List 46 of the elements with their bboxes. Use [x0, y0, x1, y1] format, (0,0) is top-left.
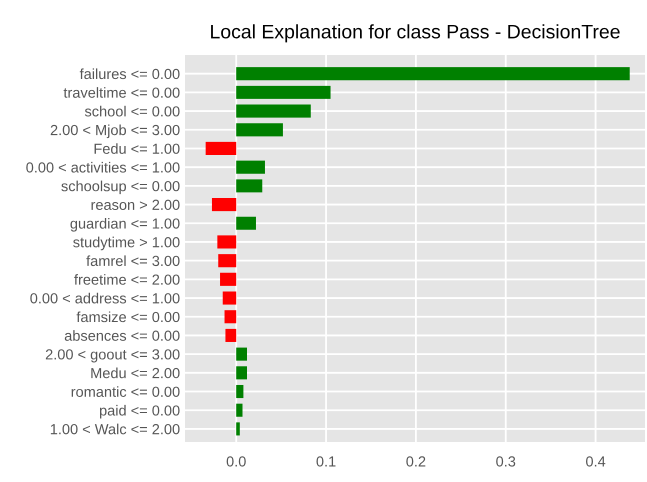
bar — [236, 86, 331, 99]
y-tick-label: guardian <= 1.00 — [70, 218, 180, 232]
bar — [220, 272, 236, 286]
y-tick-label: famrel <= 3.00 — [86, 255, 180, 266]
bar — [236, 67, 630, 80]
bar — [236, 179, 262, 192]
y-tick-label: 1.00 < Walc <= 2.00 — [50, 424, 180, 434]
bar — [236, 366, 247, 380]
y-tick-label: Medu <= 2.00 — [91, 368, 180, 378]
bar — [236, 216, 256, 230]
x-tick-label: 0.1 — [316, 456, 336, 467]
bar — [224, 310, 236, 324]
y-tick-label: failures <= 0.00 — [80, 68, 180, 80]
x-tick-label: 0.3 — [496, 456, 516, 467]
y-tick-label: traveltime <= 0.00 — [64, 87, 180, 98]
bar — [236, 104, 311, 118]
bar — [218, 254, 236, 268]
bar — [236, 123, 283, 136]
bar — [236, 160, 265, 174]
x-tick-label: 0.2 — [406, 456, 426, 467]
y-tick-label: 0.00 < activities <= 1.00 — [26, 162, 180, 173]
y-tick-label: romantic <= 0.00 — [72, 386, 180, 397]
y-tick-label: Fedu <= 1.00 — [94, 143, 180, 154]
bar — [236, 348, 247, 361]
y-tick-label: 2.00 < Mjob <= 3.00 — [50, 124, 180, 138]
y-tick-label: reason > 2.00 — [92, 200, 180, 210]
bar — [222, 292, 236, 305]
y-tick-label: paid <= 0.00 — [100, 404, 180, 419]
bar — [212, 198, 236, 212]
y-tick-label: schoolsup <= 0.00 — [61, 180, 180, 194]
x-tick-label: 0.0 — [226, 456, 246, 467]
y-tick-label: famsize <= 0.00 — [76, 311, 180, 322]
bar — [236, 422, 240, 436]
y-tick-label: 2.00 < goout <= 3.00 — [46, 349, 180, 362]
y-tick-label: studytime > 1.00 — [73, 236, 180, 250]
bar — [236, 384, 244, 398]
chart-title: Local Explanation for class Pass - DecisionTree — [211, 24, 620, 42]
y-tick-label: absences <= 0.00 — [64, 330, 180, 341]
bar — [236, 404, 242, 417]
y-tick-label: 0.00 < address <= 1.00 — [30, 292, 180, 304]
bar — [217, 235, 236, 248]
y-tick-label: school <= 0.00 — [84, 106, 180, 117]
bar — [206, 142, 236, 156]
x-tick-label: 0.4 — [586, 456, 606, 467]
y-tick-label: freetime <= 2.00 — [74, 274, 180, 285]
bar — [225, 328, 236, 342]
